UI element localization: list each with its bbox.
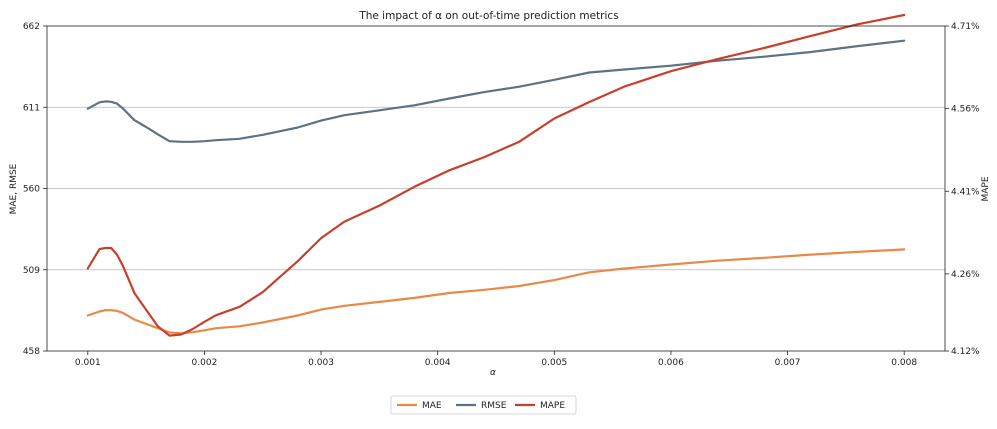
legend-label-mae: MAE xyxy=(422,401,442,411)
x-tick-label: 0.001 xyxy=(75,358,101,368)
x-tick-label: 0.005 xyxy=(541,358,567,368)
y-left-tick-label: 611 xyxy=(23,103,40,113)
x-tick-label: 0.008 xyxy=(891,358,917,368)
y-right-tick-label: 4.26% xyxy=(951,270,980,280)
y-right-tick-label: 4.41% xyxy=(951,187,980,197)
x-axis-ticks: 0.001 0.002 0.003 0.004 0.005 0.006 0.007 0.008 xyxy=(75,351,917,368)
legend: MAE RMSE MAPE xyxy=(390,395,577,415)
series-line-rmse xyxy=(86,39,906,143)
y-left-tick-label: 458 xyxy=(23,347,40,357)
y-axis-left-label: MAE, RMSE xyxy=(9,163,19,214)
y-axis-left-ticks: 458 509 560 611 662 xyxy=(23,22,47,357)
y-right-tick-label: 4.56% xyxy=(951,105,980,115)
y-right-tick-label: 4.12% xyxy=(951,347,980,357)
x-tick-label: 0.002 xyxy=(192,358,218,368)
x-tick-label: 0.004 xyxy=(425,358,451,368)
grid-lines xyxy=(47,106,945,271)
x-tick-label: 0.007 xyxy=(775,358,801,368)
series-lines xyxy=(86,13,906,337)
y-left-tick-label: 509 xyxy=(23,266,40,276)
y-left-tick-label: 560 xyxy=(23,185,40,195)
x-tick-label: 0.006 xyxy=(658,358,684,368)
series-line-mae xyxy=(86,248,906,335)
y-left-tick-label: 662 xyxy=(23,22,40,32)
y-axis-right-ticks: 4.12% 4.26% 4.41% 4.56% 4.71% xyxy=(945,22,980,357)
series-line-mape xyxy=(86,13,906,337)
x-tick-label: 0.003 xyxy=(308,358,334,368)
legend-label-rmse: RMSE xyxy=(481,401,507,411)
legend-label-mape: MAPE xyxy=(540,401,565,411)
legend-box xyxy=(390,395,577,415)
y-right-tick-label: 4.71% xyxy=(951,22,980,32)
y-axis-right-label: MAPE xyxy=(981,176,991,201)
chart-title: The impact of α on out-of-time predictio… xyxy=(358,10,618,22)
x-axis-label: α xyxy=(490,368,496,378)
